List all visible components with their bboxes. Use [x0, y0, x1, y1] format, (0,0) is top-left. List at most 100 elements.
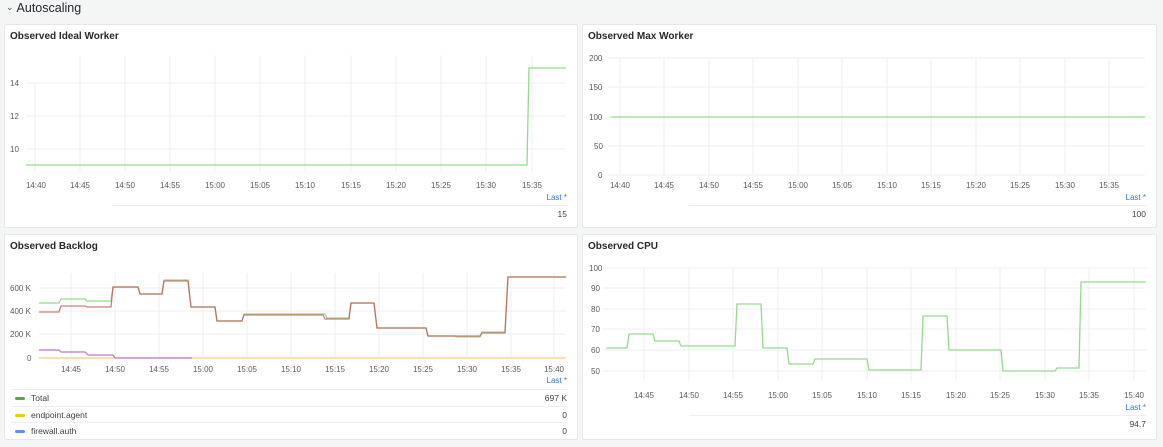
svg-text:15:05: 15:05	[812, 391, 833, 400]
chart-cpu[interactable]: 100 90 80 70 60 50 14:45 14:50 14:55 15:…	[583, 235, 1158, 441]
svg-text:600 K: 600 K	[10, 284, 32, 293]
chart-backlog[interactable]: 600 K 400 K 200 K 0 14:45 14:50 14:55 15…	[5, 235, 579, 441]
svg-text:14:40: 14:40	[610, 181, 631, 190]
svg-text:400 K: 400 K	[10, 307, 32, 316]
svg-text:14:45: 14:45	[70, 181, 91, 190]
svg-text:15:00: 15:00	[193, 365, 214, 374]
svg-text:90: 90	[591, 284, 600, 293]
x-axis: 14:45 14:50 14:55 15:00 15:05 15:10 15:1…	[61, 365, 565, 374]
svg-text:15:05: 15:05	[237, 365, 258, 374]
legend-calc-header[interactable]: Last *	[1125, 403, 1146, 412]
panel-observed-cpu[interactable]: Observed CPU 100 90 80 70	[582, 234, 1157, 440]
legend-value: 697 K	[544, 393, 567, 403]
svg-text:15:30: 15:30	[1035, 391, 1056, 400]
svg-text:100: 100	[589, 113, 603, 122]
grid	[39, 273, 566, 358]
legend-value: 0	[562, 410, 567, 420]
svg-text:15:25: 15:25	[431, 181, 452, 190]
svg-text:150: 150	[589, 83, 603, 92]
grid	[603, 267, 1146, 381]
svg-text:14:50: 14:50	[105, 365, 126, 374]
svg-text:15:10: 15:10	[281, 365, 302, 374]
svg-text:15:35: 15:35	[1079, 391, 1100, 400]
chart-ideal-worker[interactable]: 14 12 10 14:40 14:45 14:50 14:55 15:00 1…	[5, 25, 579, 229]
series-red	[39, 276, 566, 337]
svg-text:14:45: 14:45	[634, 391, 655, 400]
svg-text:15:10: 15:10	[295, 181, 316, 190]
svg-text:15:35: 15:35	[522, 181, 543, 190]
panel-observed-ideal-worker[interactable]: Observed Ideal Worker 14 12 10 14:40	[4, 24, 578, 228]
svg-text:15:30: 15:30	[476, 181, 497, 190]
svg-text:14:55: 14:55	[723, 391, 744, 400]
legend-label: endpoint.agent	[31, 410, 88, 420]
svg-text:0: 0	[27, 354, 32, 363]
legend-calc-header[interactable]: Last *	[546, 193, 567, 202]
svg-text:100: 100	[589, 264, 603, 273]
grid	[26, 55, 566, 173]
x-axis: 14:40 14:45 14:50 14:55 15:00 15:05 15:1…	[610, 181, 1120, 190]
svg-text:15:15: 15:15	[901, 391, 922, 400]
svg-text:15:40: 15:40	[544, 365, 565, 374]
svg-text:14:50: 14:50	[115, 181, 136, 190]
svg-text:15:25: 15:25	[1010, 181, 1031, 190]
x-axis: 14:45 14:50 14:55 15:00 15:05 15:10 15:1…	[634, 391, 1145, 400]
y-axis: 600 K 400 K 200 K 0	[10, 284, 32, 363]
svg-text:15:05: 15:05	[250, 181, 271, 190]
legend-calc-header[interactable]: Last *	[1125, 193, 1146, 202]
svg-text:14: 14	[10, 79, 19, 88]
series-purple	[39, 349, 192, 359]
panel-title: Observed Max Worker	[588, 31, 694, 42]
row-title: Autoscaling	[16, 1, 82, 15]
panel-observed-backlog[interactable]: Observed Backlog 600 K 400 K 200 K 0	[4, 234, 578, 440]
series-ideal-worker	[26, 67, 566, 166]
svg-text:15:15: 15:15	[325, 365, 346, 374]
svg-text:15:05: 15:05	[832, 181, 853, 190]
y-axis: 200 150 100 50 0	[589, 54, 603, 180]
chevron-down-icon: ⌄	[6, 1, 14, 12]
y-axis: 14 12 10	[10, 79, 19, 154]
svg-text:0: 0	[598, 171, 603, 180]
svg-text:14:40: 14:40	[26, 181, 47, 190]
svg-text:70: 70	[591, 325, 600, 334]
legend-calc-header[interactable]: Last *	[546, 376, 567, 385]
chart-max-worker[interactable]: 200 150 100 50 0 14:40 14:45 14:50 14:55…	[583, 25, 1158, 229]
legend-swatch-icon	[15, 396, 25, 400]
svg-text:200 K: 200 K	[10, 330, 32, 339]
last-value: 100	[1131, 209, 1146, 219]
svg-text:15:20: 15:20	[946, 391, 967, 400]
svg-text:15:00: 15:00	[768, 391, 789, 400]
svg-text:15:00: 15:00	[788, 181, 809, 190]
svg-text:15:10: 15:10	[877, 181, 898, 190]
svg-text:15:20: 15:20	[369, 365, 390, 374]
grid	[608, 57, 1145, 176]
svg-text:15:25: 15:25	[413, 365, 434, 374]
svg-text:14:45: 14:45	[61, 365, 82, 374]
legend-row-value: 15	[113, 205, 567, 222]
legend-item-firewall-auth[interactable]: firewall.auth 0	[11, 422, 567, 439]
svg-text:50: 50	[594, 142, 603, 151]
legend-swatch-icon	[15, 413, 25, 417]
svg-text:15:10: 15:10	[857, 391, 878, 400]
svg-text:10: 10	[10, 145, 19, 154]
legend-item-endpoint-agent[interactable]: endpoint.agent 0	[11, 406, 567, 423]
panel-title: Observed Ideal Worker	[10, 31, 119, 42]
svg-text:15:35: 15:35	[1099, 181, 1120, 190]
panel-title: Observed CPU	[588, 241, 659, 252]
last-value: 15	[557, 209, 567, 219]
svg-text:14:45: 14:45	[654, 181, 675, 190]
legend-item-total[interactable]: Total 697 K	[11, 389, 567, 406]
svg-text:50: 50	[591, 367, 600, 376]
row-header-autoscaling[interactable]: ⌄ Autoscaling	[6, 0, 81, 16]
svg-text:15:30: 15:30	[457, 365, 478, 374]
svg-text:15:25: 15:25	[990, 391, 1011, 400]
svg-text:15:40: 15:40	[1124, 391, 1145, 400]
series-total	[39, 276, 566, 338]
svg-text:15:00: 15:00	[205, 181, 226, 190]
svg-text:15:20: 15:20	[386, 181, 407, 190]
legend-label: firewall.auth	[31, 426, 77, 436]
svg-text:80: 80	[591, 305, 600, 314]
svg-text:15:15: 15:15	[921, 181, 942, 190]
legend-swatch-icon	[15, 429, 25, 433]
panel-observed-max-worker[interactable]: Observed Max Worker 200 150 100 50	[582, 24, 1157, 228]
series-cpu	[606, 281, 1146, 372]
